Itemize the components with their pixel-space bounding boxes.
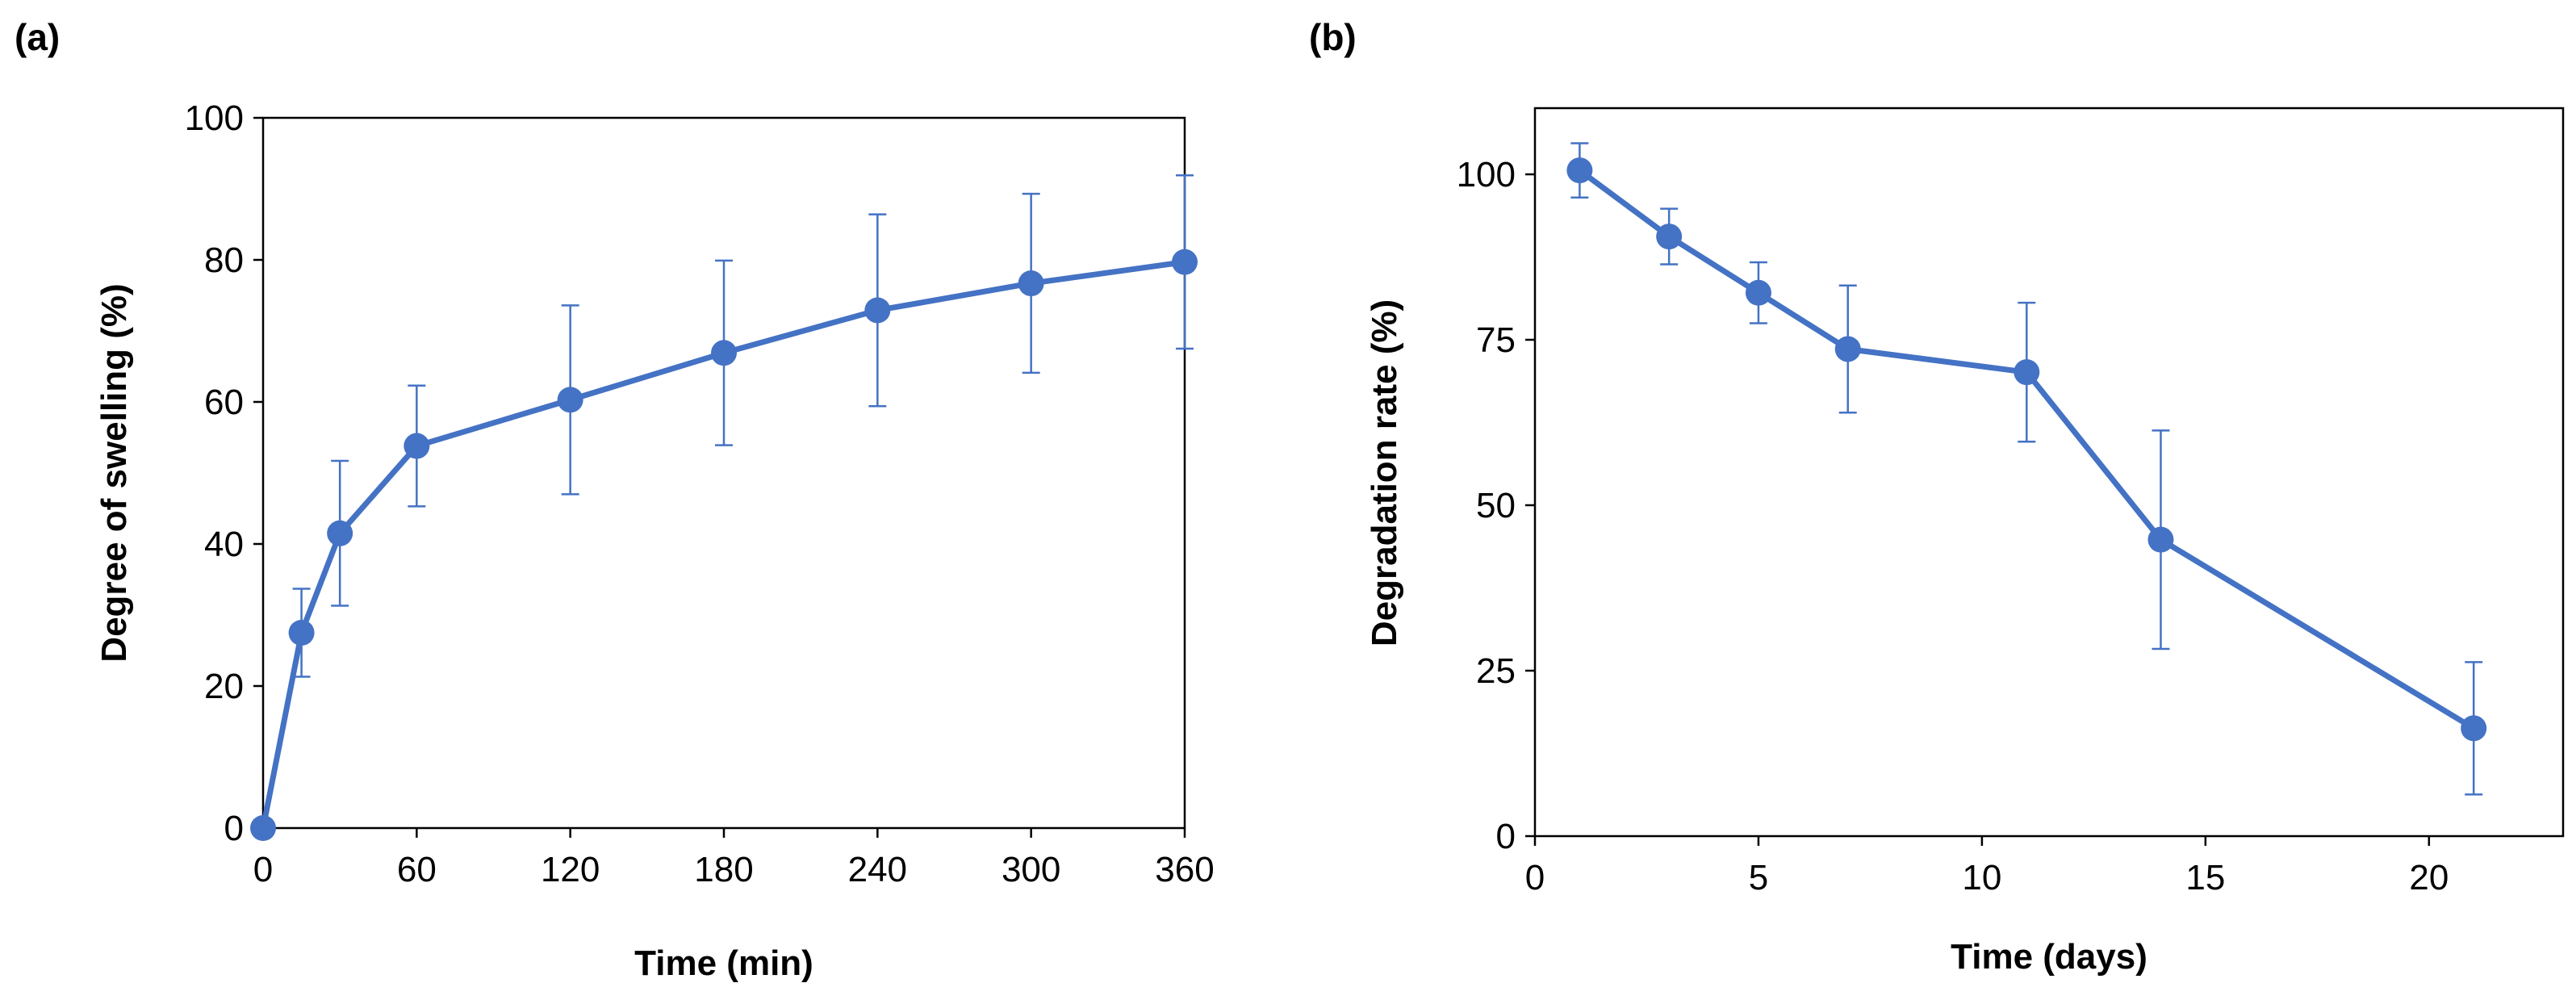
data-point [1745, 279, 1771, 306]
panel-b-plot-area [1533, 107, 2565, 838]
x-tick-label: 300 [1002, 850, 1060, 889]
panel-b-data-points [1566, 157, 2487, 742]
panel-b-degradation-chart: (b) 0 25 50 75 100 0 5 10 15 20 Time (days) Degr… [1309, 16, 2565, 977]
x-tick-label: 180 [694, 850, 753, 889]
panel-a-x-axis: 0 60 120 180 240 300 360 [253, 828, 1215, 889]
panel-a-x-axis-title: Time (min) [634, 943, 813, 983]
y-tick-label: 100 [1457, 155, 1516, 195]
x-tick-label: 15 [2185, 858, 2225, 897]
y-tick-label: 75 [1476, 320, 1516, 360]
x-tick-label: 20 [2409, 858, 2448, 897]
y-tick-label: 20 [204, 667, 244, 706]
panel-b-label: (b) [1309, 16, 1357, 58]
data-point [557, 387, 583, 413]
x-tick-label: 120 [541, 850, 600, 889]
panel-b-error-bars [1570, 142, 2483, 796]
data-point [864, 297, 891, 324]
y-tick-label: 100 [185, 98, 244, 138]
data-point [327, 520, 353, 546]
panel-a-y-axis-title: Degree of swelling (%) [94, 283, 134, 662]
data-point [404, 433, 430, 459]
panel-b-series-line [1578, 168, 2476, 731]
panel-a-swelling-chart: (a) 0 20 40 60 80 100 0 60 120 180 240 300 360 Time… [15, 16, 1215, 983]
y-tick-label: 60 [204, 383, 244, 422]
data-point [2014, 359, 2040, 386]
data-point [1834, 336, 1861, 362]
data-point [2147, 526, 2174, 553]
y-tick-label: 40 [204, 525, 244, 564]
data-point [288, 620, 315, 646]
panel-b-x-axis-title: Time (days) [1951, 937, 2147, 977]
y-tick-label: 80 [204, 241, 244, 280]
data-point [1566, 157, 1593, 184]
panel-b-x-axis: 0 5 10 15 20 [1525, 836, 2448, 897]
panel-a-data-points [250, 249, 1198, 841]
panel-a-label: (a) [15, 16, 60, 58]
data-point [1656, 224, 1683, 250]
panel-b-y-axis-title: Degradation rate (%) [1365, 299, 1404, 646]
data-point [2461, 715, 2487, 742]
y-tick-label: 0 [224, 809, 244, 848]
x-tick-label: 0 [253, 850, 273, 889]
x-tick-label: 360 [1155, 850, 1214, 889]
data-point [1172, 249, 1198, 275]
data-point [250, 815, 276, 841]
x-tick-label: 240 [848, 850, 907, 889]
y-tick-label: 50 [1476, 486, 1516, 525]
y-tick-label: 0 [1496, 817, 1516, 856]
series-line [1578, 168, 2476, 731]
panel-b-y-axis: 0 25 50 75 100 [1457, 155, 1535, 856]
x-tick-label: 60 [397, 850, 437, 889]
data-point [711, 340, 737, 366]
panel-a-plot-area [261, 116, 1186, 830]
y-tick-label: 25 [1476, 651, 1516, 691]
panel-a-y-axis: 0 20 40 60 80 100 [185, 98, 263, 848]
x-tick-label: 0 [1525, 858, 1545, 897]
data-point [1018, 270, 1044, 297]
x-tick-label: 5 [1749, 858, 1768, 897]
panel-a-error-bars [292, 174, 1194, 678]
x-tick-label: 10 [1962, 858, 2001, 897]
